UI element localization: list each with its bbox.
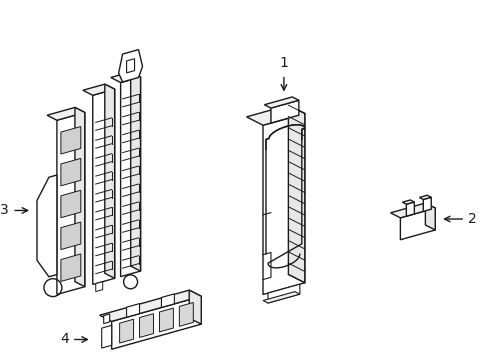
Polygon shape <box>402 200 413 204</box>
Polygon shape <box>61 222 81 249</box>
Polygon shape <box>264 97 298 108</box>
Polygon shape <box>263 113 304 294</box>
Polygon shape <box>189 290 201 324</box>
Polygon shape <box>103 314 109 324</box>
Polygon shape <box>61 190 81 218</box>
Polygon shape <box>82 84 114 95</box>
Polygon shape <box>179 302 193 326</box>
Polygon shape <box>161 294 174 307</box>
Polygon shape <box>121 77 140 276</box>
Polygon shape <box>159 308 173 332</box>
Polygon shape <box>111 296 201 349</box>
Polygon shape <box>93 89 114 284</box>
Polygon shape <box>100 290 201 321</box>
Polygon shape <box>111 72 140 82</box>
Text: 3: 3 <box>0 203 9 217</box>
Polygon shape <box>57 112 84 294</box>
Polygon shape <box>263 292 299 303</box>
Polygon shape <box>400 208 434 240</box>
Polygon shape <box>246 105 304 125</box>
Polygon shape <box>390 203 434 218</box>
Polygon shape <box>406 202 413 216</box>
Polygon shape <box>270 100 298 123</box>
Polygon shape <box>96 282 102 292</box>
Text: 1: 1 <box>279 55 288 69</box>
Text: 4: 4 <box>60 333 69 346</box>
Polygon shape <box>61 254 81 282</box>
Polygon shape <box>419 195 430 199</box>
Polygon shape <box>61 126 81 154</box>
Polygon shape <box>75 107 84 287</box>
Polygon shape <box>288 105 304 283</box>
Text: 2: 2 <box>467 212 476 226</box>
Polygon shape <box>139 314 153 337</box>
Polygon shape <box>423 197 430 211</box>
Polygon shape <box>102 325 111 348</box>
Polygon shape <box>37 175 57 277</box>
Polygon shape <box>267 284 299 303</box>
Polygon shape <box>130 72 140 271</box>
Polygon shape <box>425 203 434 230</box>
Polygon shape <box>119 50 142 82</box>
Polygon shape <box>104 84 114 278</box>
Polygon shape <box>47 107 84 120</box>
Polygon shape <box>126 303 139 317</box>
Polygon shape <box>126 59 134 73</box>
Polygon shape <box>120 319 133 343</box>
Polygon shape <box>61 158 81 186</box>
